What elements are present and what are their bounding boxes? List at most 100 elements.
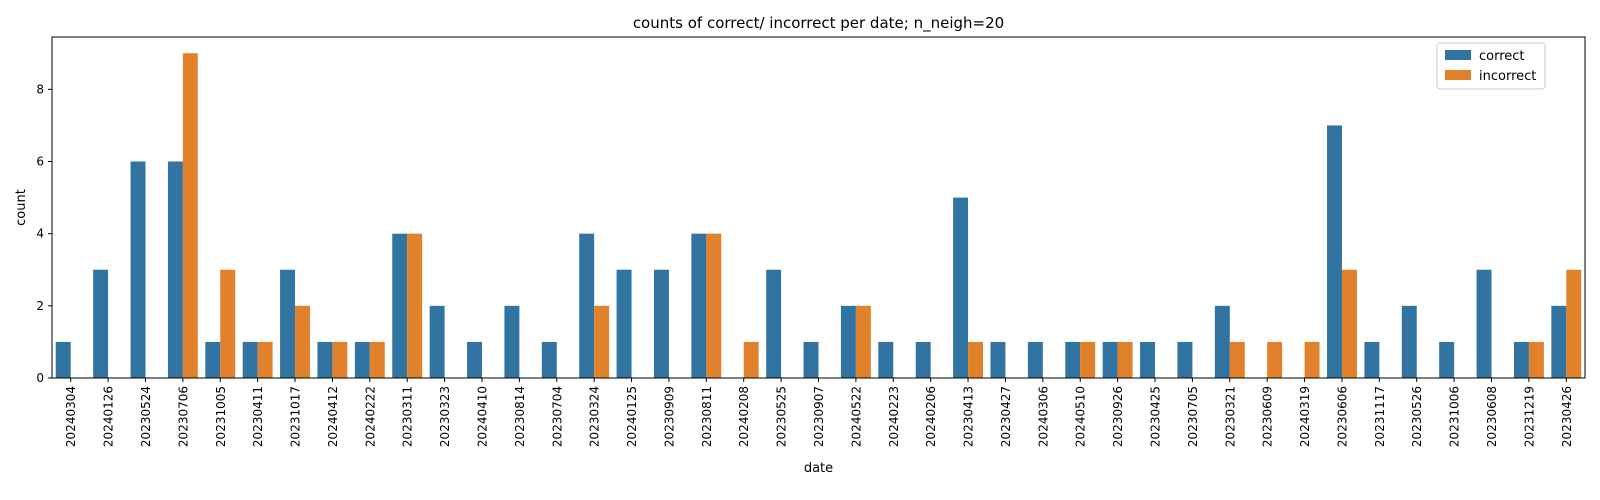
x-tick-label: 20230705 — [1186, 386, 1200, 447]
x-tick-label: 20240126 — [102, 386, 116, 447]
bar-correct-20230321 — [1214, 305, 1230, 378]
x-tick-label: 20230324 — [588, 386, 602, 447]
bar-correct-20230526 — [1401, 305, 1417, 378]
bar-incorrect-20231017 — [295, 305, 310, 378]
bar-incorrect-20230609 — [1267, 341, 1283, 378]
bar-correct-20230524 — [130, 161, 146, 378]
bar-correct-20240522 — [840, 305, 856, 378]
bar-correct-20230907 — [803, 341, 819, 378]
bar-incorrect-20230321 — [1229, 341, 1245, 378]
x-tick-label: 20230427 — [999, 386, 1013, 447]
x-tick-label: 20240222 — [363, 386, 377, 447]
legend: correct incorrect — [1436, 42, 1546, 90]
bar-correct-20240125 — [616, 269, 632, 378]
x-tick-label: 20231219 — [1522, 386, 1536, 447]
bar-incorrect-20231005 — [220, 269, 236, 378]
x-tick-label: 20230609 — [1261, 386, 1275, 447]
bar-incorrect-20240208 — [743, 341, 759, 378]
bar-correct-20230311 — [392, 233, 408, 378]
x-tick-label: 20240206 — [924, 386, 938, 447]
bar-correct-20230525 — [766, 269, 782, 378]
x-tick-label: 20240412 — [326, 386, 340, 447]
bar-correct-20230705 — [1177, 341, 1193, 378]
bar-incorrect-20231219 — [1528, 341, 1544, 378]
bar-incorrect-20230426 — [1566, 269, 1582, 378]
x-tick-label: 20230426 — [1560, 386, 1574, 447]
chart-title: counts of correct/ incorrect per date; n… — [633, 14, 1004, 33]
x-tick-label: 20230606 — [1335, 386, 1349, 447]
bar-incorrect-20240510 — [1080, 341, 1096, 378]
x-tick-label: 20230411 — [251, 386, 265, 447]
x-tick-label: 20231006 — [1448, 386, 1462, 447]
bar-incorrect-20240222 — [369, 341, 385, 378]
legend-label-incorrect: incorrect — [1479, 69, 1536, 84]
x-tick-label: 20240304 — [64, 386, 78, 447]
bar-correct-20230926 — [1102, 341, 1118, 378]
bar-incorrect-20230706 — [182, 53, 198, 378]
bar-correct-20240410 — [467, 341, 482, 378]
x-tick-label: 20230526 — [1410, 386, 1424, 447]
x-tick-label: 20240410 — [475, 386, 489, 447]
x-tick-label: 20231017 — [289, 386, 303, 447]
bar-incorrect-20230926 — [1117, 341, 1133, 378]
bar-incorrect-20230413 — [968, 341, 984, 378]
bar-incorrect-20240319 — [1304, 341, 1320, 378]
bar-incorrect-20240412 — [332, 341, 348, 378]
legend-label-correct: correct — [1479, 49, 1525, 64]
bar-correct-20240510 — [1065, 341, 1081, 378]
x-tick-label: 20230525 — [775, 386, 789, 447]
bar-correct-20240222 — [354, 341, 370, 378]
x-tick-label: 20240522 — [849, 386, 863, 447]
bar-correct-20230704 — [541, 341, 557, 378]
bar-correct-20240126 — [93, 269, 109, 378]
bar-incorrect-20230411 — [257, 341, 273, 378]
bar-correct-20231017 — [280, 269, 296, 378]
x-tick-label: 20240223 — [887, 386, 901, 447]
x-tick-label: 20240306 — [1036, 386, 1050, 447]
bar-incorrect-20230811 — [706, 233, 722, 378]
bar-correct-20230411 — [242, 341, 258, 378]
x-axis-label: date — [804, 461, 833, 476]
x-tick-label: 20230704 — [550, 386, 564, 447]
bar-incorrect-20230324 — [594, 305, 610, 378]
y-tick-label: 8 — [36, 82, 44, 96]
x-tick-label: 20240208 — [737, 386, 751, 447]
legend-swatch-incorrect — [1445, 70, 1471, 80]
bar-correct-20240223 — [878, 341, 894, 378]
bar-incorrect-20230311 — [407, 233, 423, 378]
bar-incorrect-20240522 — [855, 305, 871, 378]
x-axis-ticks: 20240304 20240126 20230524 20230706 20231005… — [64, 378, 1574, 447]
x-tick-label: 20240510 — [1074, 386, 1088, 447]
bar-correct-20230606 — [1327, 125, 1342, 378]
bar-correct-20240306 — [1027, 341, 1043, 378]
bar-correct-20230608 — [1476, 269, 1492, 378]
bar-correct-20231005 — [205, 341, 221, 378]
x-tick-label: 20230608 — [1485, 386, 1499, 447]
x-tick-label: 20231117 — [1373, 386, 1387, 447]
bar-correct-20230909 — [653, 269, 669, 378]
x-tick-label: 20230311 — [401, 386, 415, 447]
bar-correct-20230811 — [691, 233, 707, 378]
y-tick-label: 6 — [36, 154, 44, 168]
bar-correct-20240304 — [55, 341, 71, 378]
plot-frame — [51, 36, 1586, 379]
bar-correct-20231006 — [1439, 341, 1455, 378]
x-tick-label: 20231005 — [214, 386, 228, 447]
y-tick-label: 0 — [36, 371, 44, 385]
x-tick-label: 20230425 — [1149, 386, 1163, 447]
bar-correct-20231219 — [1513, 341, 1529, 378]
bar-incorrect-20230606 — [1341, 269, 1357, 378]
x-tick-label: 20230706 — [176, 386, 190, 447]
bar-correct-20230413 — [953, 197, 969, 378]
bar-correct-20230324 — [579, 233, 595, 378]
x-tick-label: 20240319 — [1298, 386, 1312, 447]
bars-group — [55, 53, 1582, 378]
bar-correct-20230814 — [504, 305, 520, 378]
x-tick-label: 20230413 — [962, 386, 976, 447]
bar-correct-20240206 — [915, 341, 931, 378]
x-tick-label: 20230811 — [700, 386, 714, 447]
x-tick-label: 20230524 — [139, 386, 153, 447]
bar-correct-20231117 — [1364, 341, 1380, 378]
bar-correct-20230426 — [1551, 305, 1567, 378]
